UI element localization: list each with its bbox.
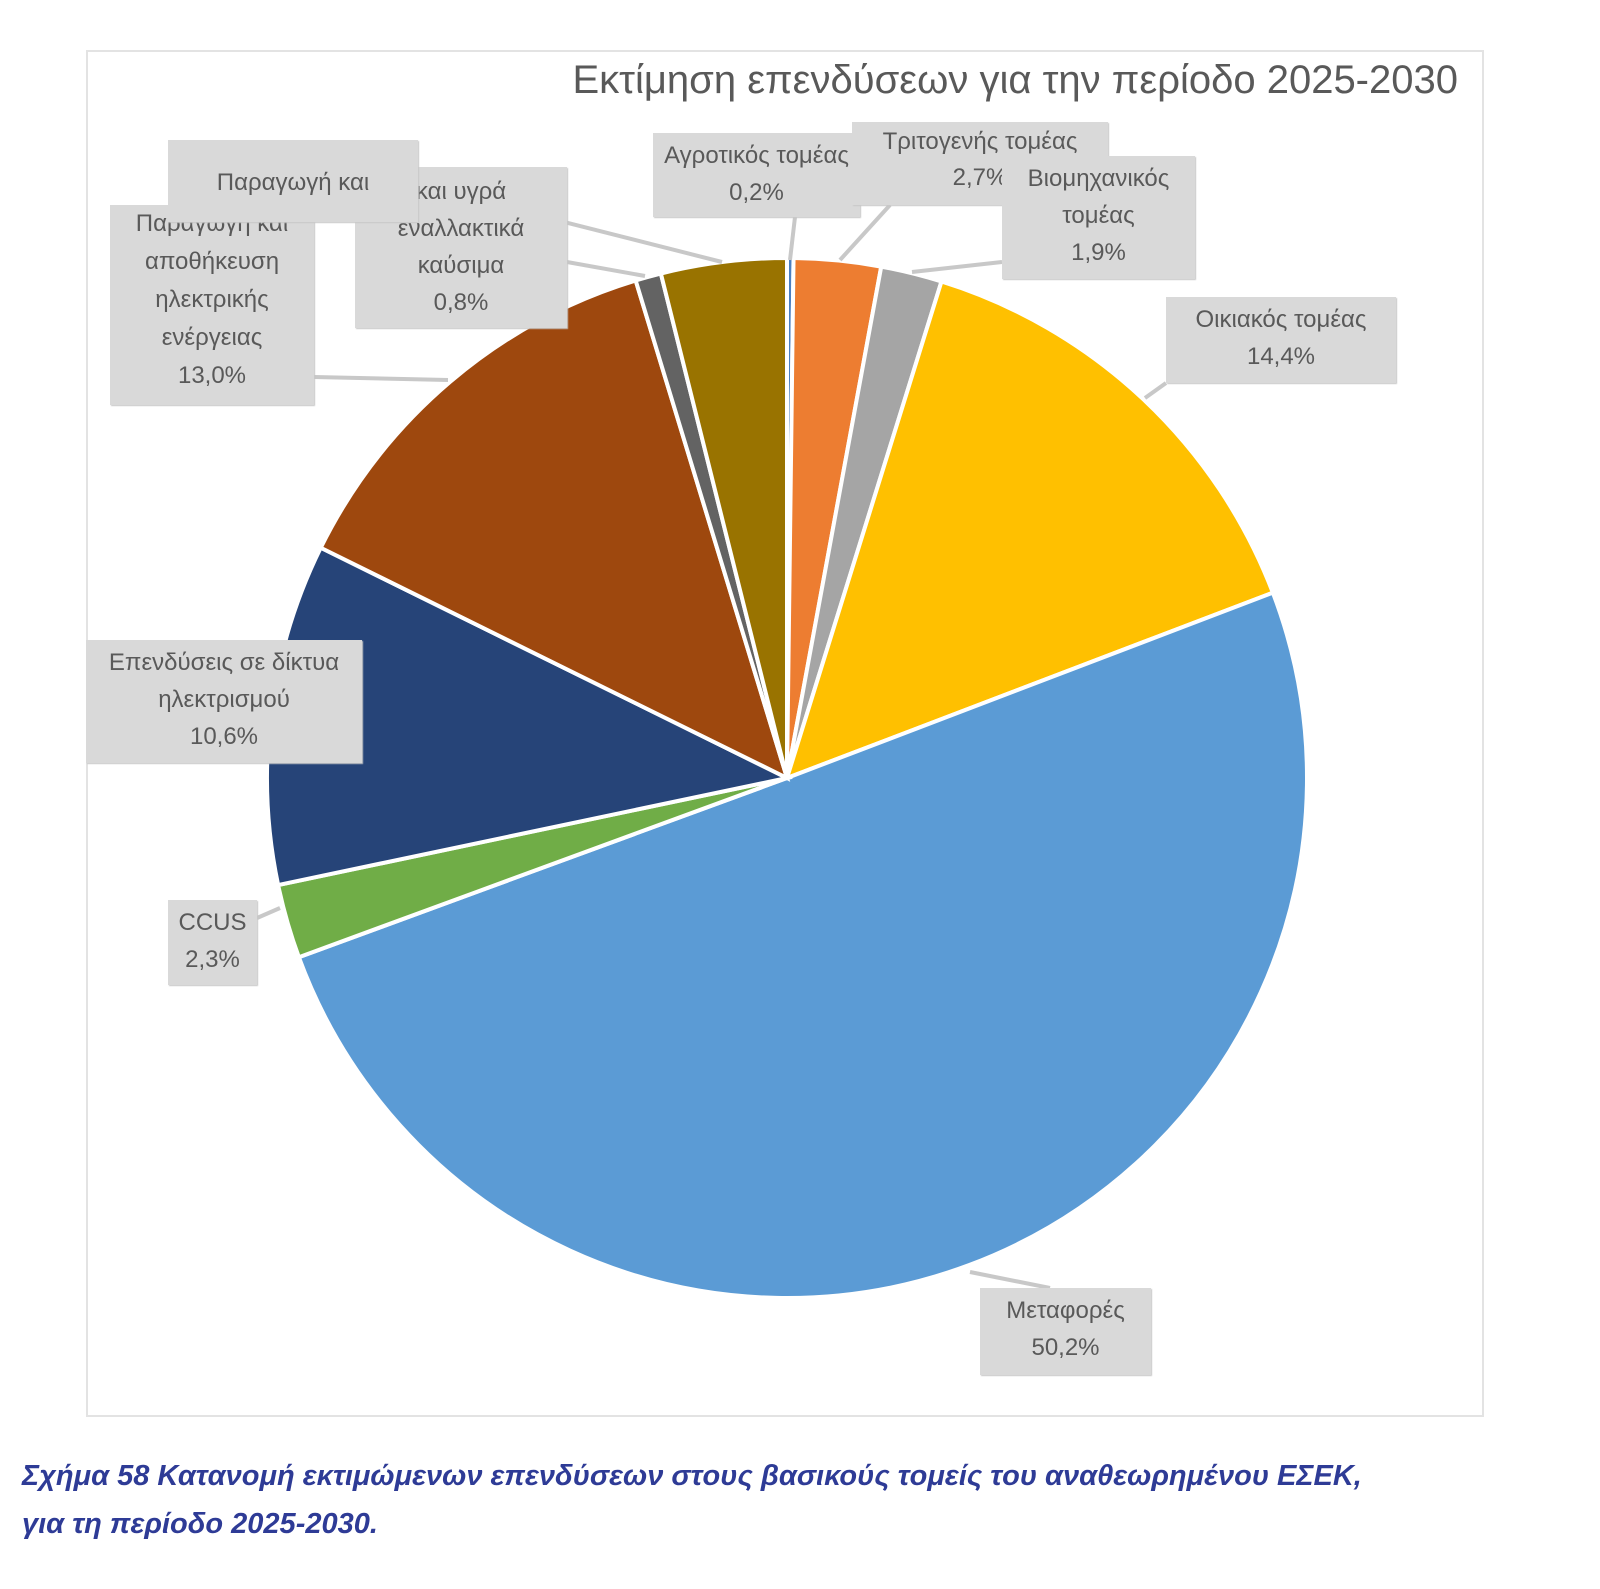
label-name: Οικιακός τομέας xyxy=(1195,306,1367,333)
leader-line xyxy=(566,260,646,278)
label-value: 0,8% xyxy=(433,289,489,316)
leader-line xyxy=(788,216,797,261)
label-value: 50,2% xyxy=(1031,1334,1100,1361)
data-label-ccus: CCUS 2,3% xyxy=(168,900,257,985)
label-value: 13,0% xyxy=(177,362,247,389)
label-name: Αγροτικός τομέας xyxy=(664,142,849,169)
caption-line-1: Σχήμα 58 Κατανομή εκτιμώμενων επενδύσεων… xyxy=(22,1460,1362,1492)
pie-slice-3 xyxy=(783,278,1276,782)
pie-slice-9 xyxy=(658,255,789,779)
label-name: Παραγωγή και αποθήκευση ηλεκτρικής ενέργ… xyxy=(135,210,289,351)
leader-line xyxy=(256,906,281,920)
leader-line xyxy=(969,1270,1051,1290)
caption-line-2: για τη περίοδο 2025-2030. xyxy=(22,1508,378,1540)
data-label-production: Παραγωγή και xyxy=(168,140,418,222)
label-value: 0,2% xyxy=(729,179,784,206)
label-name: Τριτογενής τομέας xyxy=(882,128,1078,155)
label-name: και υγρά εναλλακτικά καύσιμα xyxy=(397,178,525,279)
data-label-agricultural: Αγροτικός τομέας 0,2% xyxy=(653,133,860,217)
leader-line xyxy=(1143,381,1168,400)
label-name: Μεταφορές xyxy=(1006,1297,1125,1324)
label-value: 2,3% xyxy=(185,946,240,973)
leader-line xyxy=(911,260,1003,274)
label-value: 14,4% xyxy=(1246,343,1316,370)
label-name: Βιομηχανικός τομέας xyxy=(1027,165,1170,229)
data-label-residential: Οικιακός τομέας 14,4% xyxy=(1166,297,1396,383)
chart-title: Εκτίμηση επενδύσεων για την περίοδο 2025… xyxy=(572,58,1459,102)
data-label-grids: Επενδύσεις σε δίκτυα ηλεκτρισμού 10,6% xyxy=(86,640,362,763)
label-name: CCUS xyxy=(178,909,247,936)
label-name: Επενδύσεις σε δίκτυα ηλεκτρισμού xyxy=(108,649,340,713)
data-label-transport: Μεταφορές 50,2% xyxy=(980,1288,1151,1375)
data-label-power-generation-storage: Παραγωγή και αποθήκευση ηλεκτρικής ενέργ… xyxy=(110,205,314,405)
label-value: 10,6% xyxy=(189,723,259,750)
pie-slice-7 xyxy=(318,278,791,782)
label-name: Παραγωγή και xyxy=(216,169,370,196)
leader-line xyxy=(313,375,449,382)
figure-caption: Σχήμα 58 Κατανομή εκτιμώμενων επενδύσεων… xyxy=(22,1452,1592,1548)
label-value: 1,9% xyxy=(1071,239,1126,266)
pie-slice-4 xyxy=(296,590,1310,1301)
leader-line xyxy=(838,203,892,262)
data-label-industrial: Βιομηχανικός τομέας 1,9% xyxy=(1002,156,1195,279)
label-value: 2,7% xyxy=(952,164,1008,191)
